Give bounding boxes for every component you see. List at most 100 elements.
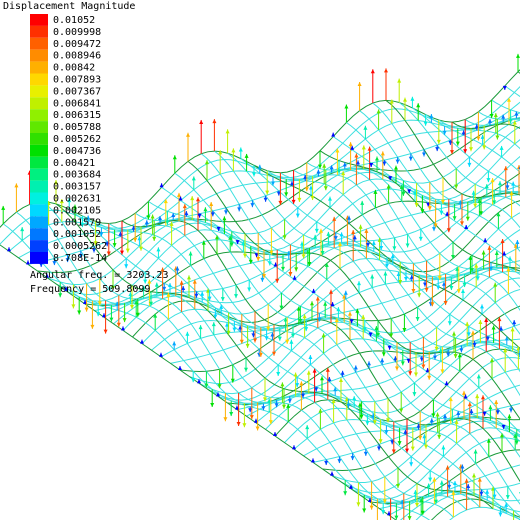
- mesh-line: [369, 449, 520, 504]
- mesh-line: [214, 150, 520, 373]
- arrow-head: [488, 118, 492, 123]
- arrow-head: [476, 136, 481, 141]
- arrow-head: [338, 242, 342, 247]
- arrow-head: [499, 326, 503, 331]
- arrow-head: [175, 266, 180, 271]
- legend-label: 0.003684: [53, 170, 101, 181]
- arrow-head: [360, 200, 365, 205]
- arrow-head: [130, 305, 134, 310]
- arrow-head: [383, 271, 388, 276]
- arrow-head: [425, 368, 430, 373]
- arrow-head: [407, 516, 412, 520]
- arrow-head: [330, 302, 335, 307]
- mesh-line: [359, 110, 520, 229]
- arrow-head: [415, 317, 420, 322]
- arrow-head: [297, 197, 302, 202]
- arrow-head: [344, 397, 349, 402]
- mesh-line: [360, 437, 520, 503]
- arrow-head: [443, 414, 447, 419]
- arrow-head: [450, 418, 455, 423]
- arrow-head: [205, 160, 209, 165]
- arrow-head: [492, 200, 497, 205]
- arrow-head: [490, 358, 494, 363]
- arrow-head: [484, 184, 489, 189]
- arrow-head: [319, 228, 323, 233]
- arrow-head: [446, 352, 451, 357]
- arrow-head: [482, 411, 487, 416]
- arrow-head: [494, 251, 499, 256]
- arrow-head: [158, 216, 162, 221]
- arrow-head: [154, 282, 159, 287]
- arrow-head: [466, 332, 471, 337]
- arrow-head: [453, 481, 457, 486]
- arrow-head: [435, 412, 440, 417]
- arrow-head: [292, 275, 297, 280]
- arrow-head: [469, 147, 473, 152]
- legend-label: 0.0005262: [53, 241, 107, 252]
- arrow-head: [252, 172, 256, 177]
- arrow-head: [263, 397, 267, 402]
- arrow-head: [257, 164, 262, 169]
- arrow-head: [422, 434, 427, 439]
- arrow-head: [324, 461, 329, 466]
- arrow-head: [216, 226, 221, 231]
- arrow-head: [395, 366, 399, 371]
- arrow-head: [457, 353, 462, 358]
- arrow-head: [396, 483, 400, 488]
- legend-swatch: [30, 14, 48, 26]
- arrow-head: [367, 361, 371, 366]
- arrow-head: [409, 274, 414, 279]
- arrow-head: [356, 160, 360, 165]
- mesh-line: [412, 107, 520, 189]
- arrow-head: [399, 408, 404, 413]
- arrow-head: [441, 445, 446, 450]
- arrow-head: [491, 325, 496, 330]
- arrow-head: [153, 313, 158, 318]
- arrow-head: [339, 232, 344, 237]
- arrow-head: [317, 317, 322, 322]
- arrow-head: [106, 251, 111, 256]
- arrow-head: [475, 394, 480, 399]
- arrow-head: [185, 331, 190, 336]
- mesh-line: [346, 122, 520, 253]
- arrow-head: [496, 212, 501, 217]
- arrow-head: [364, 228, 369, 233]
- arrow-head: [220, 297, 225, 302]
- arrow-head: [401, 191, 406, 196]
- arrow-head: [474, 263, 479, 268]
- arrow-head: [244, 153, 249, 158]
- mesh-line: [379, 464, 520, 510]
- mesh-line: [187, 160, 520, 420]
- arrow-head: [71, 304, 76, 309]
- arrow-head: [429, 114, 434, 119]
- arrow-head: [413, 190, 417, 195]
- arrow-head: [267, 398, 272, 403]
- arrow-head: [471, 190, 476, 195]
- arrow-head: [424, 444, 428, 449]
- mesh-line: [95, 220, 520, 517]
- arrow-head: [169, 221, 174, 226]
- arrow-head: [403, 429, 408, 434]
- arrow-head: [343, 290, 348, 295]
- arrow-head: [477, 477, 482, 482]
- arrow-head: [213, 314, 218, 319]
- arrow-head: [402, 328, 407, 333]
- arrow-head: [461, 289, 465, 294]
- mesh-line: [56, 126, 520, 296]
- arrow-head: [479, 491, 484, 496]
- arrow-head: [407, 189, 412, 194]
- arrow-head: [211, 322, 216, 327]
- arrow-head: [291, 333, 295, 338]
- arrow-head: [52, 261, 57, 266]
- arrow-head: [455, 266, 460, 271]
- arrow-head: [307, 262, 312, 267]
- arrow-head: [463, 394, 468, 399]
- arrow-head: [39, 263, 44, 268]
- arrow-head: [223, 417, 228, 422]
- arrow-head: [423, 282, 427, 287]
- arrow-head: [279, 305, 284, 310]
- arrow-head: [353, 365, 358, 370]
- arrow-head: [315, 296, 320, 301]
- arrow-head: [216, 392, 220, 397]
- arrow-head: [326, 231, 331, 236]
